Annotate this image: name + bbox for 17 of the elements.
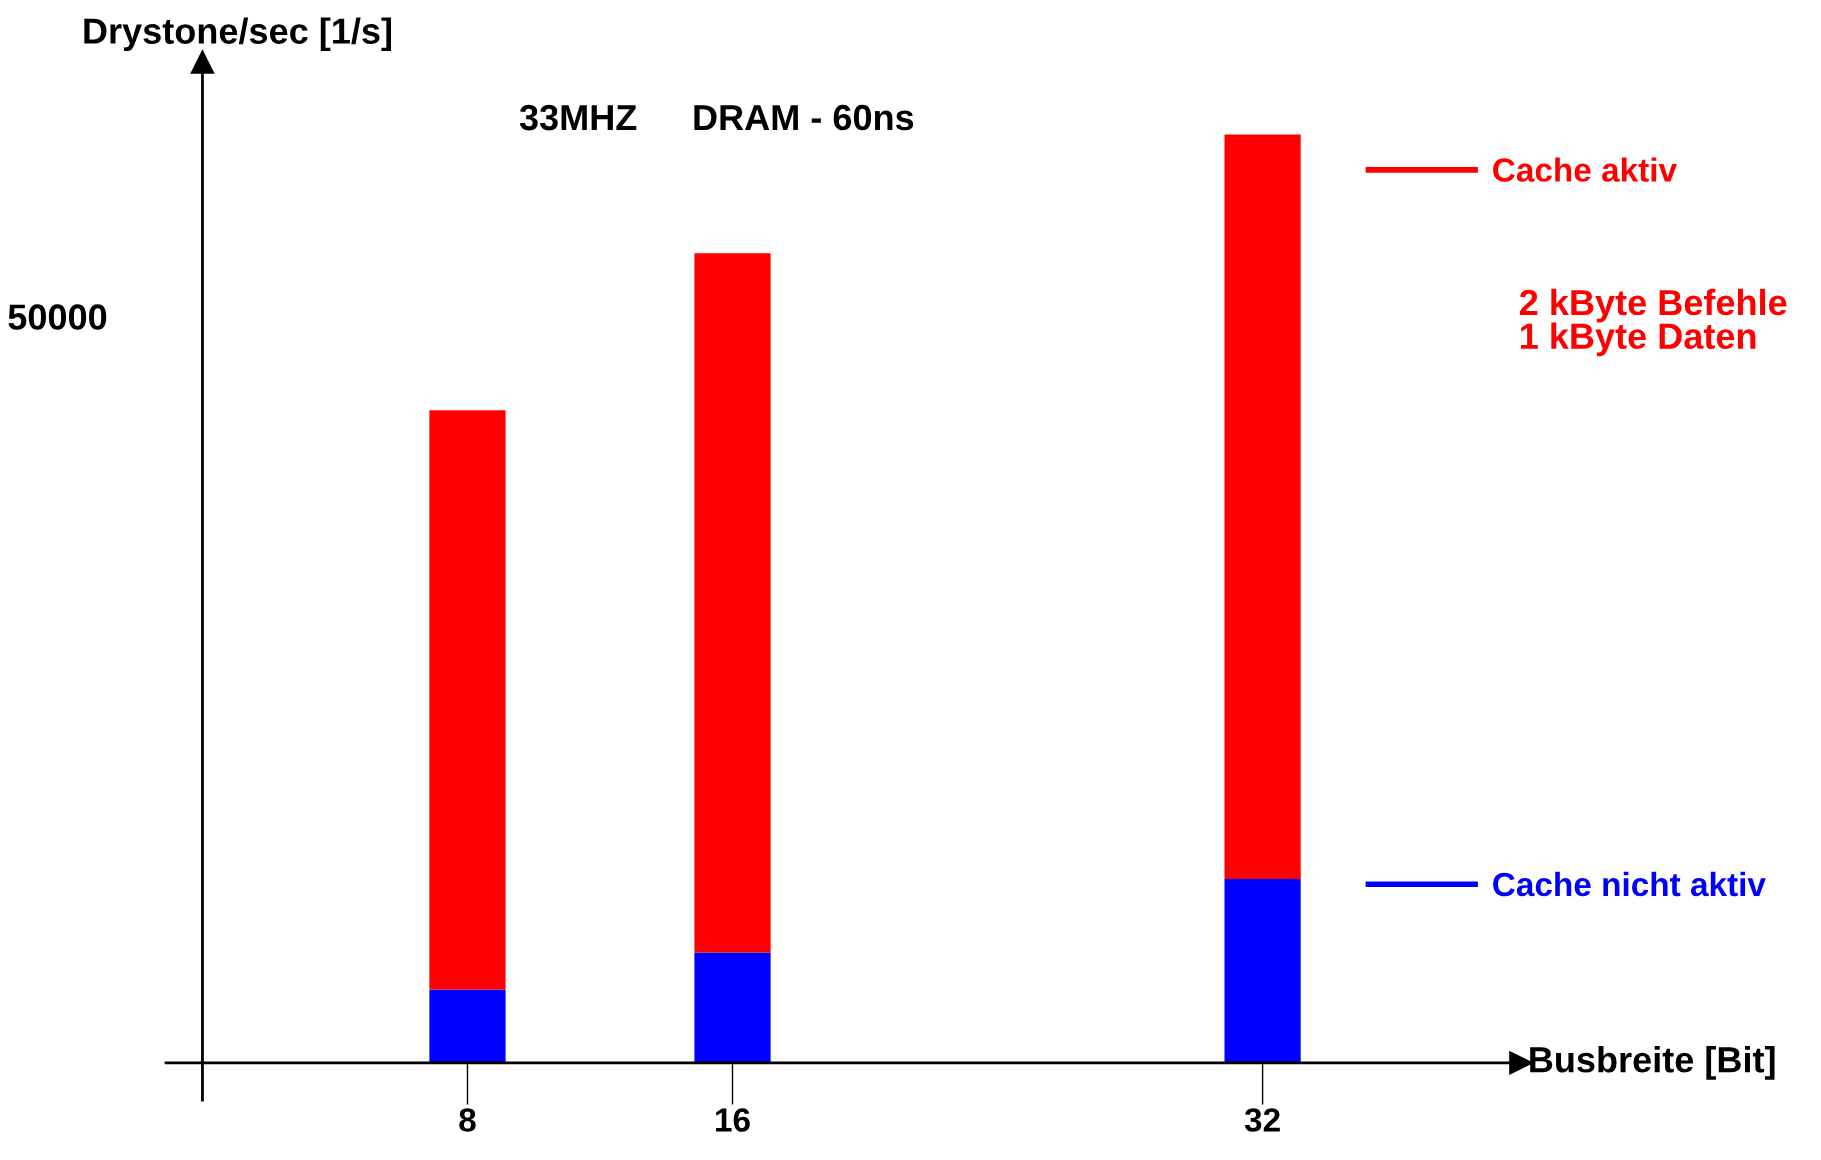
bar bbox=[1224, 879, 1301, 1063]
x-tick-label: 8 bbox=[459, 1108, 476, 1132]
bar bbox=[694, 253, 771, 953]
bar bbox=[1224, 134, 1301, 880]
text: 50000 bbox=[8, 304, 107, 330]
bar bbox=[429, 989, 506, 1063]
y-axis-title: Drystone/sec [1/s] bbox=[84, 17, 392, 52]
x-axis-title: Busbreite [Bit] bbox=[1530, 1046, 1775, 1080]
text: DRAM - 60ns bbox=[694, 104, 914, 131]
x-tick-label: 16 bbox=[716, 1108, 750, 1132]
text: 33MHZ bbox=[519, 104, 637, 131]
bar bbox=[694, 952, 771, 1063]
legend-label: Cache aktiv bbox=[1493, 157, 1677, 182]
annotation: 2 kByte Befehle 1 kByte Daten bbox=[1519, 288, 1787, 357]
legend-label: Cache nicht aktiv bbox=[1493, 871, 1766, 897]
x-tick-label: 32 bbox=[1244, 1108, 1280, 1132]
bar bbox=[429, 410, 506, 990]
